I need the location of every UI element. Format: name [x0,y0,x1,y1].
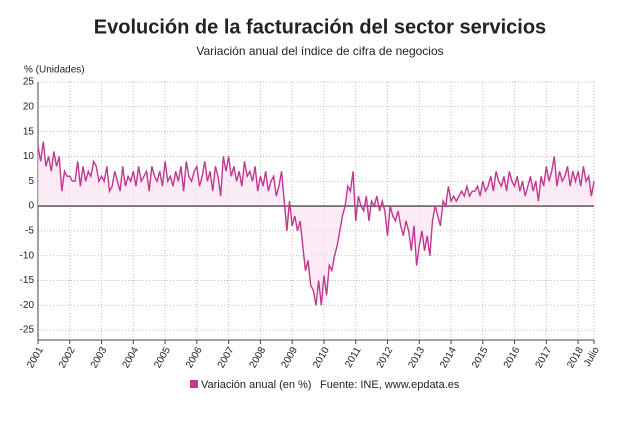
y-tick-label: -10 [20,250,35,261]
x-tick-label: 2014 [438,345,459,370]
x-tick-label: 2002 [57,345,78,370]
legend-label: Variación anual (en %) [201,379,311,391]
x-tick-label: 2001 [25,345,46,370]
y-tick-label: 10 [23,151,35,162]
x-tick-label: 2003 [89,345,110,370]
x-tick-label: 2004 [121,345,142,370]
legend-swatch [190,380,198,388]
chart-title: Evolución de la facturación del sector s… [94,16,546,38]
x-tick-label: 2008 [248,345,269,370]
x-tick-label: 2012 [375,345,396,370]
y-tick-label: -25 [20,325,35,336]
x-tick-label: 2011 [343,345,363,370]
y-tick-label: 0 [28,201,34,212]
x-tick-label: 2015 [470,345,491,370]
y-tick-label: -5 [25,225,34,236]
chart-subtitle: Variación anual del índice de cifra de n… [196,44,443,58]
x-tick-label: 2007 [216,345,237,370]
data-line [37,141,595,306]
x-tick-label: 2017 [534,345,555,370]
y-tick-label: 20 [23,101,35,112]
y-tick-label: -15 [20,275,35,286]
x-tick-label: 2006 [184,345,205,370]
x-tick-label: 2009 [279,345,300,370]
x-tick-label: 2013 [406,345,427,370]
source: Fuente: INE, www.epdata.es [320,379,460,391]
area-fill [38,141,594,306]
x-tick-label: 2005 [152,345,173,370]
x-tick-label: Julio [582,345,602,369]
x-tick-label: 2016 [502,345,523,370]
x-tick-label: 2018 [565,345,586,370]
x-tick-label: 2010 [311,345,332,370]
y-tick-label: -20 [20,300,35,311]
y-tick-label: 15 [23,126,35,137]
y-tick-label: 25 [23,77,35,88]
y-tick-label: 5 [28,176,34,187]
y-axis-label: % (Unidades) [24,65,85,76]
